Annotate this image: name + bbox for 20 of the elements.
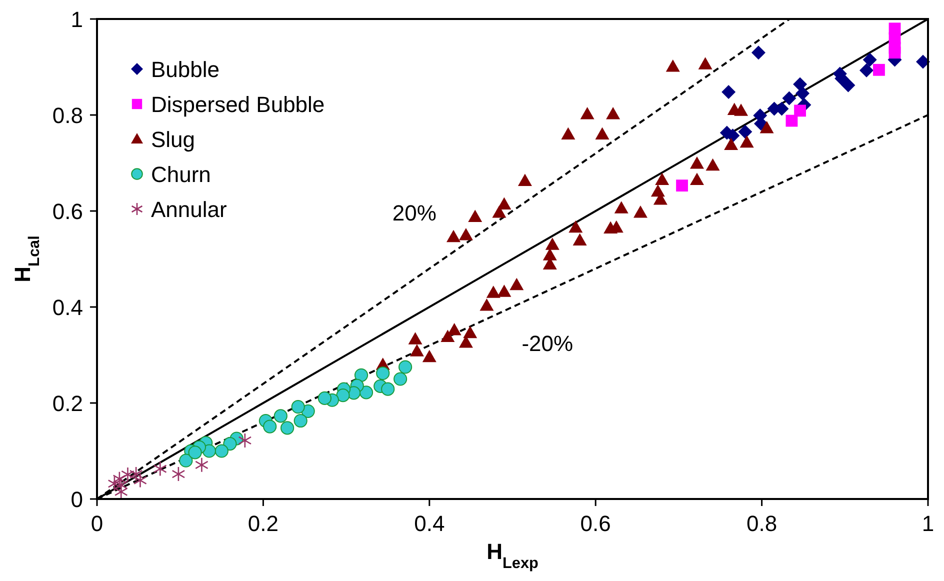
x-tick-label: 0.8 (746, 511, 778, 536)
legend-label: Dispersed Bubble (151, 92, 325, 117)
y-tick-label: 0.4 (52, 295, 83, 320)
annotation: 20% (392, 200, 436, 226)
y-tick-label: 0.8 (52, 103, 83, 128)
y-tick-label: 0 (70, 487, 83, 512)
legend-label: Churn (151, 162, 211, 187)
x-tick-label: 0 (90, 511, 104, 536)
legend-label: Slug (151, 127, 196, 152)
x-axis-title: H$_{Lexp}$ (486, 539, 538, 572)
x-tick-label: 1 (922, 511, 934, 536)
x-tick-label: 0.6 (580, 511, 611, 536)
x-tick-label: 0.2 (248, 511, 278, 536)
legend-label: Annular (151, 197, 227, 222)
x-tick-label: 0.4 (414, 511, 445, 536)
y-tick-label: 0.2 (52, 391, 83, 416)
annotation: -20% (522, 331, 574, 356)
y-tick-label: 1 (70, 7, 83, 32)
y-tick-label: 0.6 (52, 199, 83, 224)
legend-label: Bubble (151, 57, 220, 82)
